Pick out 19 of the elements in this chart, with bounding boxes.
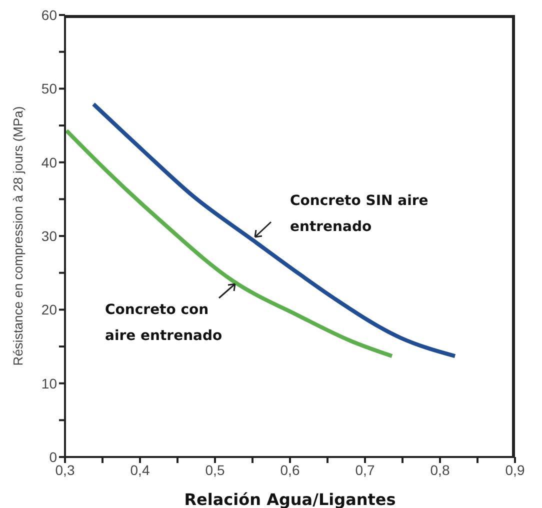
y-axis-title: Résistance en compression à 28 jours (MPa) bbox=[10, 106, 26, 366]
series-label: Concreto SIN aire entrenado bbox=[290, 192, 430, 237]
x-tick-label: 0,9 bbox=[505, 462, 525, 478]
y-tick-label: 40 bbox=[41, 154, 58, 170]
y-tick-label: 60 bbox=[41, 6, 58, 23]
line-series bbox=[92, 102, 457, 358]
y-tick-label: 50 bbox=[41, 80, 58, 97]
x-tick-label: 0,4 bbox=[130, 462, 150, 478]
y-tick-label: 10 bbox=[41, 375, 58, 392]
series-label: Concreto con aire entrenado bbox=[105, 301, 223, 346]
x-tick-label: 0,3 bbox=[55, 462, 75, 478]
x-tick-label: 0,7 bbox=[355, 462, 375, 478]
x-tick-label: 0,8 bbox=[430, 462, 450, 478]
x-tick-label: 0,5 bbox=[205, 462, 225, 478]
x-tick-label: 0,6 bbox=[280, 462, 300, 478]
line-series bbox=[65, 128, 394, 358]
y-tick-label: 20 bbox=[41, 302, 58, 318]
y-tick-label: 30 bbox=[41, 228, 58, 244]
y-tick-label: 0 bbox=[49, 448, 58, 465]
